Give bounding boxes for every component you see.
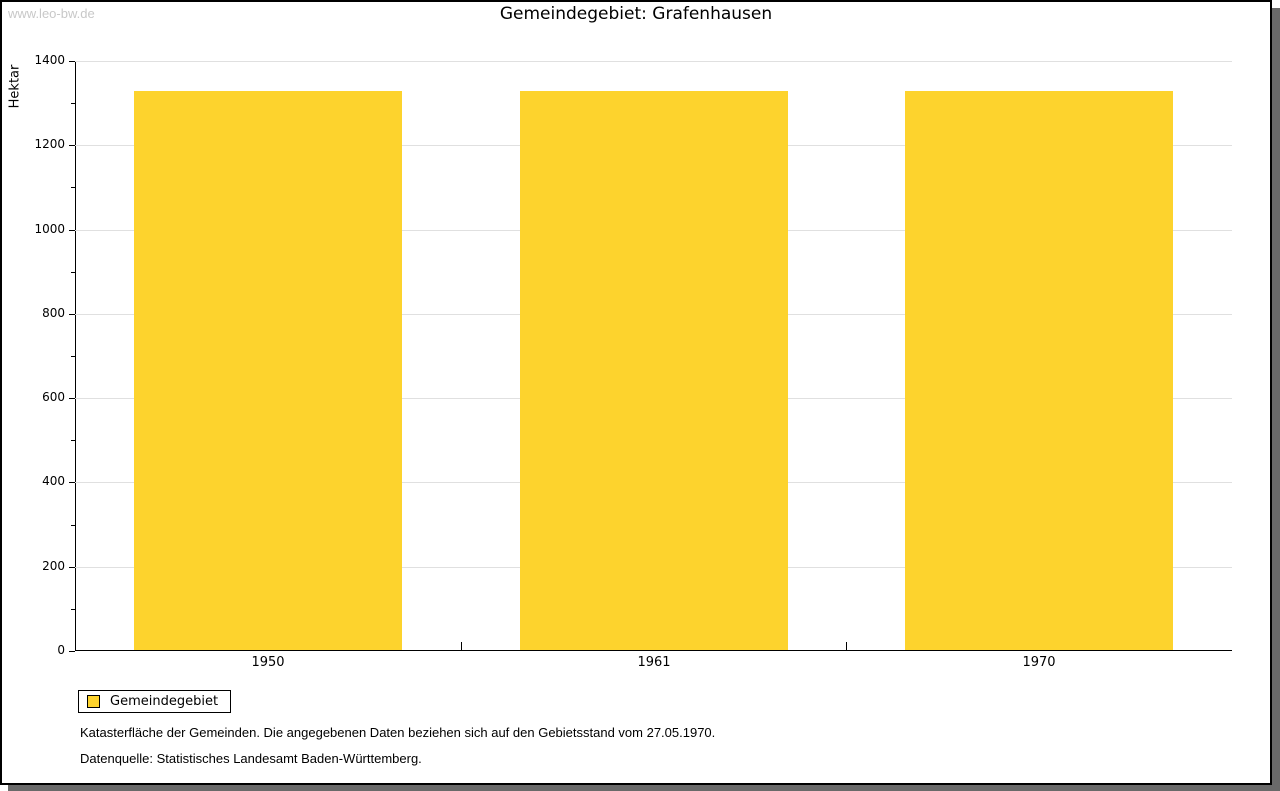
y-major-tick-1000: [69, 230, 75, 231]
y-tick-label-800: 800: [42, 306, 65, 320]
y-major-tick-800: [69, 314, 75, 315]
y-major-tick-1200: [69, 145, 75, 146]
y-major-tick-200: [69, 567, 75, 568]
panel-shadow-bottom: [8, 785, 1272, 791]
chart-title: Gemeindegebiet: Grafenhausen: [499, 4, 773, 24]
y-axis-title: Hektar: [7, 64, 23, 109]
y-minor-tick-900: [71, 272, 75, 273]
plot-area: 0 200 400 600 800 1000 1200 1400 1950 1961 1970: [34, 53, 1232, 670]
panel-shadow-right: [1272, 8, 1280, 791]
y-tick-label-1400: 1400: [34, 53, 65, 67]
y-major-tick-400: [69, 482, 75, 483]
footnote-data-source: Datenquelle: Statistisches Landesamt Bad…: [80, 751, 422, 766]
x-boundary-tick-2: [846, 642, 847, 650]
y-major-tick-600: [69, 398, 75, 399]
y-tick-label-1200: 1200: [34, 137, 65, 151]
y-tick-label-1000: 1000: [34, 222, 65, 236]
y-minor-tick-500: [71, 440, 75, 441]
x-axis-line: [75, 650, 1232, 651]
gridline-y-1400: [75, 61, 1232, 62]
bar-1950: [134, 91, 402, 650]
y-minor-tick-100: [71, 609, 75, 610]
y-major-tick-0: [69, 651, 75, 652]
y-axis-line: [75, 61, 76, 651]
legend-label: Gemeindegebiet: [110, 694, 219, 709]
x-tick-label-1950: 1950: [251, 655, 285, 670]
legend: Gemeindegebiet: [78, 690, 232, 713]
y-minor-tick-300: [71, 525, 75, 526]
y-minor-tick-1100: [71, 187, 75, 188]
bar-1970: [905, 91, 1173, 650]
footnote-source-note: Katasterfläche der Gemeinden. Die angege…: [80, 725, 716, 740]
y-tick-label-0: 0: [57, 643, 65, 657]
y-tick-label-600: 600: [42, 390, 65, 404]
y-major-tick-1400: [69, 61, 75, 62]
x-tick-label-1970: 1970: [1022, 655, 1056, 670]
y-minor-tick-700: [71, 356, 75, 357]
y-tick-label-400: 400: [42, 474, 65, 488]
x-tick-label-1961: 1961: [637, 655, 671, 670]
y-minor-tick-1300: [71, 103, 75, 104]
bar-1961: [520, 91, 788, 650]
y-tick-label-200: 200: [42, 559, 65, 573]
x-boundary-tick-1: [461, 642, 462, 650]
watermark: www.leo-bw.de: [8, 6, 95, 21]
legend-swatch: [87, 695, 100, 708]
